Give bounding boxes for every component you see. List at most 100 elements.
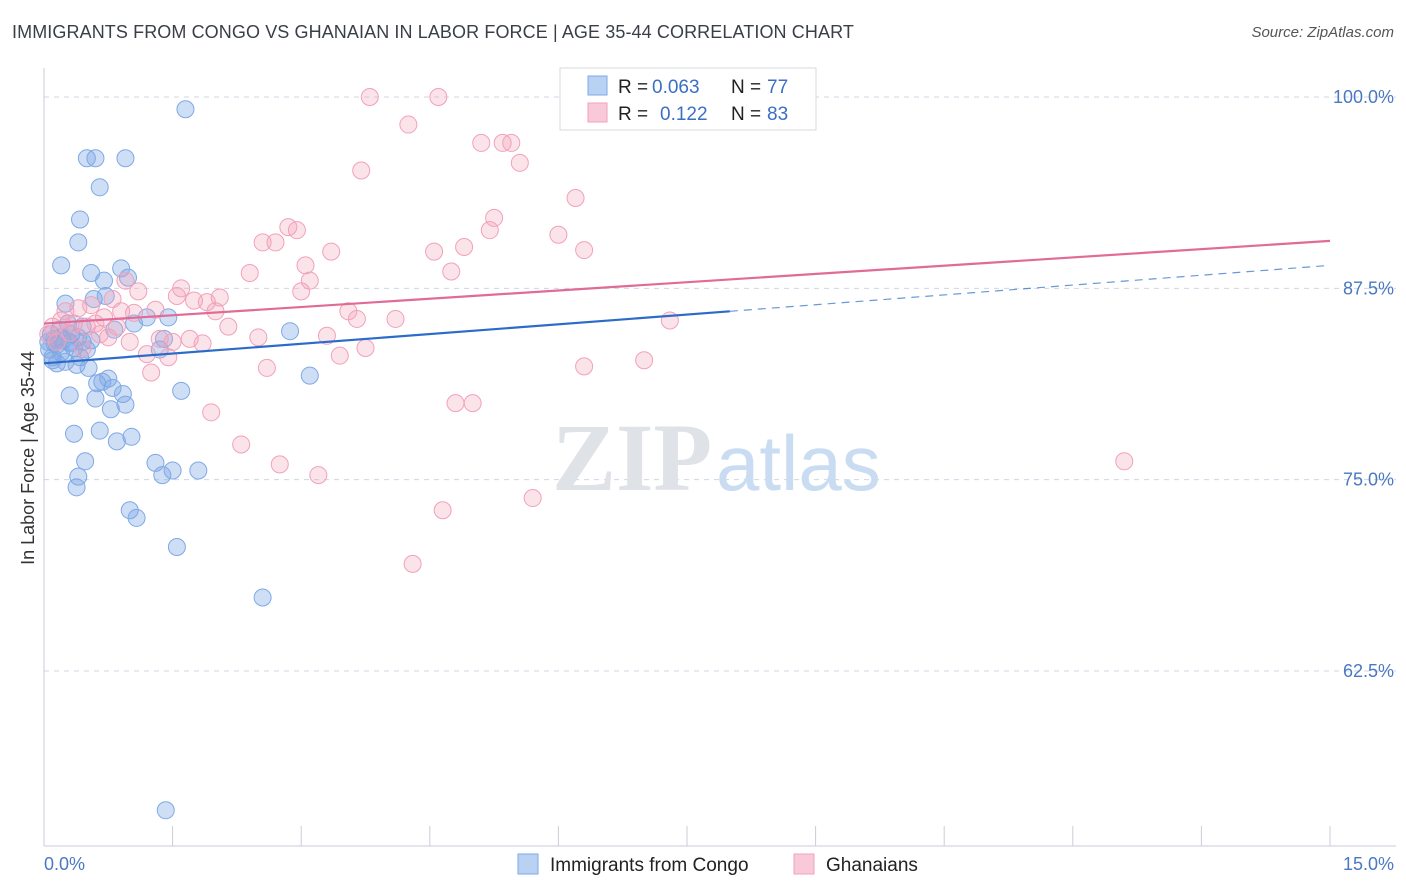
congo-point-63 (281, 322, 300, 341)
ghanaians-point-39 (253, 233, 272, 252)
congo-point-26 (69, 233, 88, 252)
congo-point-31 (86, 389, 105, 408)
ghanaians-point-62 (433, 501, 452, 520)
legend-swatch-congo (587, 75, 608, 96)
bottom-legend-swatch-congo (517, 853, 539, 875)
ghanaians-point-73 (523, 489, 542, 508)
congo-point-41 (112, 259, 131, 278)
ghanaians-point-66 (463, 394, 482, 413)
ghanaians-point-68 (480, 221, 499, 240)
legend-r-label-ghanaians: R = (618, 104, 648, 125)
congo-point-43 (116, 395, 135, 414)
ghanaians-point-25 (163, 332, 182, 351)
ghanaians-point-53 (347, 309, 366, 328)
ghanaians-point-80 (1115, 452, 1134, 471)
congo-point-18 (79, 358, 98, 377)
congo-point-65 (253, 588, 272, 607)
ghanaians-point-40 (257, 358, 276, 377)
congo-point-62 (90, 178, 109, 197)
x-tick-label-max: 15.0% (1343, 854, 1394, 874)
congo-point-57 (172, 381, 191, 400)
congo-point-68 (76, 452, 95, 471)
ghanaians-point-37 (240, 264, 259, 283)
ghanaians-point-29 (185, 291, 204, 310)
y-axis-title: In Labor Force | Age 35-44 (18, 351, 38, 565)
congo-point-40 (107, 432, 126, 451)
ghanaians-point-78 (635, 351, 654, 370)
ghanaians-point-44 (287, 221, 306, 240)
ghanaians-point-19 (129, 282, 148, 301)
congo-point-24 (65, 424, 84, 443)
congo-point-48 (127, 508, 146, 527)
ghanaians-point-24 (159, 348, 178, 367)
y-tick-label-2: 87.5% (1343, 278, 1394, 298)
ghanaians-point-67 (472, 133, 491, 152)
legend-n-value-congo: 77 (767, 77, 788, 98)
congo-point-27 (71, 210, 90, 229)
ghanaians-point-15 (112, 302, 131, 321)
ghanaians-point-32 (202, 403, 221, 422)
ghanaians-point-69 (485, 208, 504, 227)
ghanaians-point-57 (386, 309, 405, 328)
ghanaians-point-61 (429, 88, 448, 106)
watermark-atlas: atlas (716, 419, 881, 507)
ghanaians-point-35 (219, 317, 238, 336)
congo-point-58 (189, 461, 208, 480)
bottom-legend-label-ghanaians: Ghanaians (826, 855, 918, 876)
congo-point-34 (95, 271, 114, 290)
source-label: Source: ZipAtlas.com (1251, 24, 1394, 41)
ghanaians-point-50 (322, 242, 341, 261)
congo-trend-line (43, 310, 730, 365)
ghanaians-point-49 (317, 326, 336, 345)
legend-n-label-ghanaians: N = (731, 104, 761, 125)
ghanaians-point-60 (425, 242, 444, 261)
ghanaians-point-48 (309, 466, 328, 485)
y-tick-label-3: 100.0% (1333, 87, 1394, 107)
ghanaians-point-21 (142, 363, 161, 382)
ghanaians-point-47 (300, 271, 319, 290)
congo-point-60 (86, 149, 105, 168)
legend-n-value-ghanaians: 83 (767, 104, 788, 125)
ghanaians-point-16 (116, 271, 135, 290)
bottom-legend-swatch-ghanaians (793, 853, 815, 875)
ghanaians-point-63 (442, 262, 461, 281)
congo-point-33 (90, 421, 109, 440)
y-tick-label-1: 75.0% (1343, 470, 1394, 490)
y-tick-labels: 62.5% 75.0% 87.5% 100.0% (1333, 87, 1394, 681)
ghanaians-point-30 (193, 334, 212, 353)
ghanaians-point-56 (360, 88, 379, 106)
legend-r-value-congo: 0.063 (652, 77, 700, 98)
congo-point-56 (167, 538, 186, 557)
congo-point-64 (300, 366, 319, 385)
x-axis-ticks (43, 826, 1331, 846)
congo-point-21 (52, 256, 71, 275)
ghanaians-point-64 (446, 394, 465, 413)
ghanaians-point-77 (575, 357, 594, 376)
congo-point-42 (113, 384, 132, 403)
ghanaians-trend-line (43, 239, 1331, 325)
ghanaians-point-17 (120, 332, 139, 351)
ghanaians-point-58 (399, 115, 418, 134)
ghanaians-point-55 (352, 161, 371, 180)
congo-point-44 (119, 268, 138, 287)
x-tick-label-min: 0.0% (44, 854, 85, 874)
congo-point-38 (103, 378, 122, 397)
congo-point-23 (60, 386, 79, 405)
ghanaians-point-13 (103, 290, 122, 309)
ghanaians-point-42 (270, 455, 289, 474)
ghanaians-point-34 (210, 288, 229, 307)
y-tick-label-0: 62.5% (1343, 661, 1394, 681)
congo-trend-extension (729, 264, 1331, 312)
legend-r-value-ghanaians: 0.122 (660, 104, 708, 125)
legend-r-label-congo: R = (618, 77, 648, 98)
ghanaians-point-11 (95, 308, 114, 327)
ghanaians-point-76 (575, 241, 594, 260)
gridlines (44, 96, 1396, 672)
congo-point-69 (69, 467, 88, 486)
ghanaians-point-71 (502, 133, 521, 152)
trend-lines (43, 239, 1331, 365)
ghanaians-point-54 (356, 339, 375, 358)
ghanaians-point-51 (330, 346, 349, 365)
bottom-legend-label-congo: Immigrants from Congo (550, 855, 749, 876)
